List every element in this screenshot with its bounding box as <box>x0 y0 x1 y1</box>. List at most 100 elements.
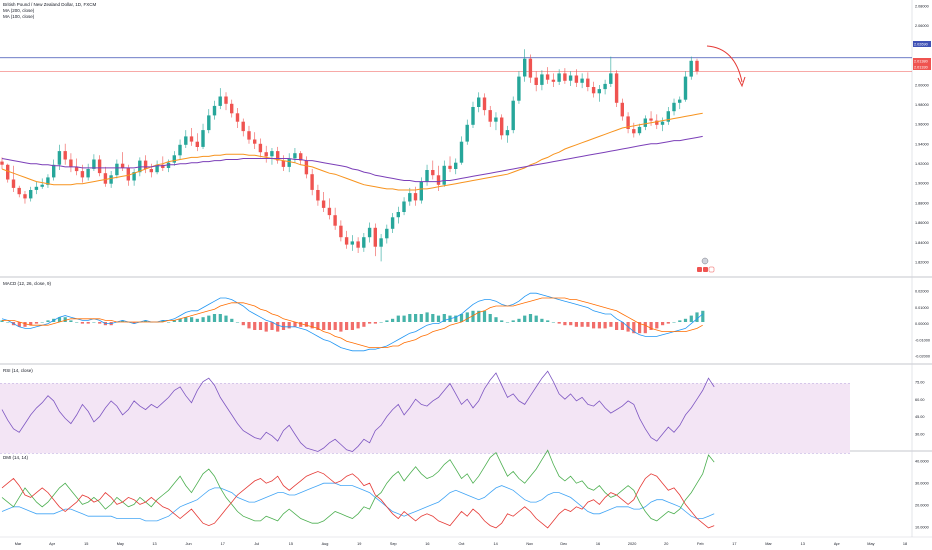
macd-histogram-bar <box>586 322 590 327</box>
candle-body <box>551 79 556 82</box>
candle-body <box>454 162 458 169</box>
macd-histogram-bar <box>477 310 481 322</box>
price-axis-tick: 1.98000 <box>915 103 929 107</box>
candle-body <box>528 58 533 78</box>
macd-histogram-bar <box>144 320 148 322</box>
split-icon[interactable] <box>708 266 715 273</box>
time-axis-tick: 19 <box>357 542 361 546</box>
candle-body <box>672 102 676 112</box>
candle-body <box>29 190 33 199</box>
price-axis-tick: 2.06000 <box>915 24 929 28</box>
candle-body <box>310 174 314 190</box>
candle-body <box>471 107 475 125</box>
candle-body <box>505 130 510 136</box>
macd-histogram-bar <box>609 322 613 327</box>
macd-histogram-bar <box>333 322 337 330</box>
macd-histogram-bar <box>546 320 550 322</box>
price-axis-tick: 1.96000 <box>915 123 929 127</box>
time-axis-tick: Feb <box>697 542 704 546</box>
macd-histogram-bar <box>98 322 102 324</box>
dmi-legend: DMI (14, 14) <box>3 455 29 460</box>
price-axis-tick: 2.08000 <box>915 5 929 9</box>
time-axis-tick: Mar <box>765 542 772 546</box>
candle-body <box>195 141 199 147</box>
macd-histogram-bar <box>322 322 326 330</box>
time-axis-tick: 17 <box>732 542 736 546</box>
candle-body <box>362 237 366 248</box>
candle-body <box>264 152 268 157</box>
macd-histogram-bar <box>304 322 308 327</box>
macd-histogram-bar <box>391 318 395 322</box>
price-axis-tick: 1.88000 <box>915 201 929 205</box>
candle-body <box>109 175 113 184</box>
price-pane-bg <box>0 0 912 277</box>
earnings-icon[interactable] <box>703 267 708 272</box>
macd-histogram-bar <box>643 322 647 334</box>
candle-body <box>293 153 297 159</box>
dmi-series <box>1 449 715 529</box>
news-icon[interactable] <box>701 257 709 265</box>
candle-body <box>0 161 4 165</box>
macd-histogram-bar <box>528 314 533 322</box>
candle-body <box>563 73 567 81</box>
time-axis-tick: Nov <box>526 542 533 546</box>
candle-body <box>23 194 27 199</box>
macd-histogram-bar <box>207 315 211 322</box>
macd-histogram-bar <box>661 322 665 326</box>
candle-body <box>511 100 515 131</box>
macd-histogram-bar <box>218 314 222 322</box>
candle-body <box>580 78 584 83</box>
macd-histogram-bar <box>253 322 257 330</box>
macd-histogram-bar <box>678 320 682 322</box>
macd-histogram-bar <box>385 320 389 322</box>
macd-histogram-bar <box>666 322 670 324</box>
candle-body <box>666 111 670 122</box>
candle-body <box>609 73 613 84</box>
dividend-icon[interactable] <box>697 267 702 272</box>
candle-body <box>459 141 464 163</box>
macd-histogram-bar <box>638 322 642 334</box>
macd-histogram-bar <box>264 322 268 332</box>
candle-body <box>626 116 630 129</box>
time-axis-tick: Aug <box>322 542 329 546</box>
dmi-axis-tick: 20.0000 <box>915 504 929 508</box>
price-axis-tick: 1.92000 <box>915 162 929 166</box>
candle-body <box>178 144 182 156</box>
macd-histogram-bar <box>620 322 624 330</box>
macd-histogram-bar <box>40 322 44 323</box>
time-axis-tick: Mar <box>15 542 22 546</box>
macd-histogram-bar <box>356 322 360 329</box>
candle-body <box>413 193 418 201</box>
macd-histogram-bar <box>75 322 79 323</box>
time-axis-tick: 13 <box>801 542 805 546</box>
macd-histogram-bar <box>241 322 245 326</box>
candle-body <box>224 96 228 104</box>
candle-body <box>132 172 136 181</box>
macd-histogram-bar <box>80 322 84 324</box>
candle-body <box>34 186 39 190</box>
macd-histogram-bar <box>201 317 205 322</box>
candle-body <box>276 151 280 161</box>
macd-legend: MACD (12, 26, close, 9) <box>3 281 52 286</box>
resistance-price-label: 2.02690 <box>914 43 928 47</box>
candle-body <box>57 151 62 165</box>
candle-body <box>52 164 56 178</box>
rsi-series <box>0 370 850 454</box>
candle-body <box>253 139 257 144</box>
candle-body <box>632 129 636 134</box>
price-series <box>0 49 912 262</box>
macd-histogram-bar <box>316 322 320 330</box>
dmi-axis-tick: 10.0000 <box>915 526 929 530</box>
time-axis-tick: Dec <box>560 542 567 546</box>
macd-histogram-bar <box>655 322 659 329</box>
macd-histogram-bar <box>299 322 303 327</box>
candle-body <box>494 117 498 122</box>
secondary-price-tag <box>913 64 931 70</box>
macd-histogram-bar <box>247 322 251 329</box>
candle-body <box>149 169 153 173</box>
candle-body <box>436 175 441 185</box>
candle-body <box>339 225 343 238</box>
candle-body <box>86 169 90 178</box>
macd-histogram-bar <box>701 310 705 322</box>
